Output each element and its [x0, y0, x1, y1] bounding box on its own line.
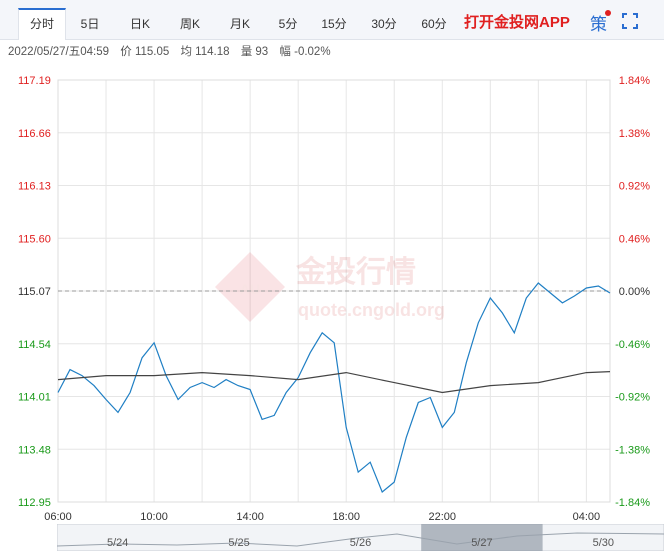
fullscreen-icon[interactable]: [622, 13, 638, 29]
tab-3[interactable]: 周K: [179, 17, 200, 31]
y-tick-label: 114.01: [18, 392, 51, 404]
pct-tick-label: -1.84%: [615, 497, 650, 509]
pct-tick-label: 0.46%: [619, 233, 650, 245]
period-tab-bar: 分时 5日 日K 周K 月K 5分 15分 30分 60分 打开金投网APP 策: [0, 0, 664, 40]
watermark-url: quote.cngold.org: [298, 300, 445, 320]
intraday-chart[interactable]: AU 金投行情 quote.cngold.org 117.19 1.84% 116.66 1…: [0, 62, 664, 524]
pct-tick-label: 1.38%: [619, 128, 650, 140]
y-tick-label: 113.48: [18, 444, 51, 456]
navigator-date-label: 5/27: [471, 537, 492, 549]
date-navigator[interactable]: 5/24 5/25 5/26 5/27 5/30: [57, 524, 664, 551]
x-tick-label: 18:00: [332, 511, 360, 523]
x-tick-label: 04:00: [573, 511, 601, 523]
y-tick-label: 117.19: [18, 75, 51, 87]
pct-tick-label: 1.84%: [619, 75, 650, 87]
price-label: 价: [120, 46, 132, 58]
y-tick-label: 115.60: [18, 233, 51, 245]
open-app-link[interactable]: 打开金投网APP: [464, 14, 570, 31]
tab-6[interactable]: 15分: [321, 17, 347, 31]
x-tick-label: 06:00: [44, 511, 72, 523]
change-label: 幅: [279, 46, 291, 58]
tab-1[interactable]: 5日: [80, 17, 100, 31]
navigator-date-label: 5/26: [350, 537, 371, 549]
tab-5[interactable]: 5分: [278, 17, 298, 31]
pct-tick-label: -0.92%: [615, 392, 650, 404]
price-line: [57, 282, 611, 493]
tab-0[interactable]: 分时: [18, 8, 66, 40]
quote-info-bar: 2022/05/27/五04:59 价 115.05 均 114.18 量 93…: [0, 41, 664, 63]
navigator-date-label: 5/25: [228, 537, 249, 549]
average-label: 均: [180, 46, 192, 58]
watermark-logo-text: AU: [240, 281, 260, 297]
notification-dot: [605, 10, 611, 16]
pct-tick-label: 0.00%: [619, 286, 650, 298]
strategy-button[interactable]: 策: [590, 15, 607, 34]
change-readout: 幅 -0.02%: [279, 46, 330, 58]
x-tick-label: 22:00: [429, 511, 457, 523]
pct-tick-label: -1.38%: [615, 444, 650, 456]
navigator-sparkline: [57, 532, 664, 547]
pct-tick-label: 0.92%: [619, 181, 650, 193]
price-value: 115.05: [134, 46, 170, 58]
watermark-brand: 金投行情: [295, 255, 416, 289]
volume-readout: 量 93: [241, 46, 269, 58]
tab-4[interactable]: 月K: [229, 17, 250, 31]
y-tick-label: 116.13: [18, 181, 51, 193]
navigator-date-label: 5/30: [593, 537, 614, 549]
average-value: 114.18: [195, 46, 230, 58]
change-value: -0.02%: [294, 46, 331, 58]
y-tick-label: 116.66: [18, 128, 51, 140]
volume-label: 量: [240, 46, 253, 58]
watermark-logo: [215, 252, 285, 322]
average-readout: 均 114.18: [180, 46, 229, 58]
watermark: AU 金投行情 quote.cngold.org: [215, 252, 445, 322]
y-tick-label: 114.54: [18, 339, 51, 351]
x-tick-label: 14:00: [236, 511, 264, 523]
navigator-date-label: 5/24: [107, 537, 128, 549]
y-tick-label: 112.95: [18, 497, 51, 509]
price-readout: 价 115.05: [120, 46, 169, 58]
x-tick-label: 10:00: [140, 511, 168, 523]
y-tick-label: 115.07: [18, 286, 51, 298]
tab-7[interactable]: 30分: [371, 17, 397, 31]
tab-8[interactable]: 60分: [421, 17, 447, 31]
navigator-selection: [421, 524, 543, 551]
volume-value: 93: [255, 46, 269, 58]
average-line: [57, 371, 611, 394]
tab-2[interactable]: 日K: [129, 17, 150, 31]
pct-tick-label: -0.46%: [615, 339, 650, 351]
quote-datetime: 2022/05/27/五04:59: [8, 46, 110, 58]
